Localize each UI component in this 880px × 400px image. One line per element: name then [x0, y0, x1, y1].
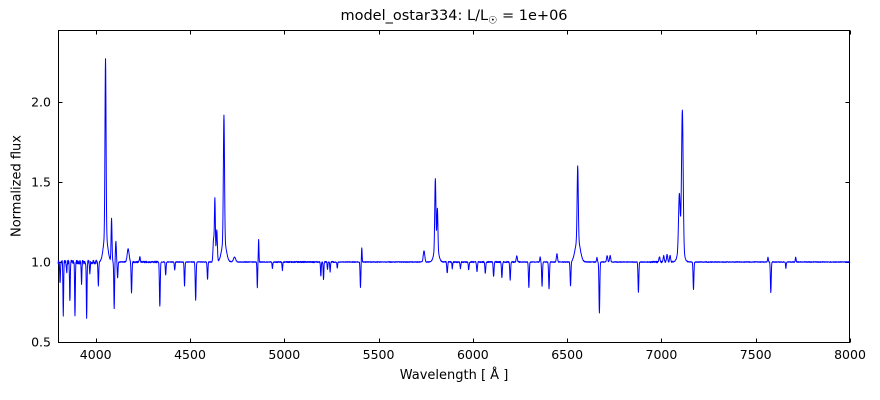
x-tick-label: 4500 — [174, 347, 206, 362]
x-tick-label: 7500 — [740, 347, 772, 362]
axes-box — [58, 30, 851, 343]
plot-title-suffix: = 1e+06 — [497, 8, 568, 24]
sun-symbol: ☉ — [488, 14, 498, 27]
x-tick-label: 6000 — [457, 347, 489, 362]
tick-labels: 4000 4500 5000 5500 6000 6500 7000 7500 8000 0.5 1… — [31, 95, 866, 363]
x-tick-label: 4000 — [80, 347, 112, 362]
x-tick-label: 7000 — [646, 347, 678, 362]
x-axis-label: Wavelength [ Å ] — [399, 368, 509, 383]
y-tick-label: 1.0 — [31, 255, 51, 270]
x-tick-label: 5000 — [268, 347, 300, 362]
plot-title: model_ostar334: L/L☉ = 1e+06 — [58, 8, 850, 27]
y-tick-label: 1.5 — [31, 175, 51, 190]
x-tick-label: 5500 — [363, 347, 395, 362]
spectrum-line — [57, 58, 851, 319]
y-axis-label: Normalized flux — [9, 135, 25, 237]
x-tick-label: 8000 — [834, 347, 866, 362]
y-tick-label: 2.0 — [31, 95, 51, 110]
x-tick-label: 6500 — [551, 347, 583, 362]
plot-title-prefix: model_ostar334: L/L — [340, 8, 489, 24]
y-tick-label: 0.5 — [31, 335, 51, 350]
